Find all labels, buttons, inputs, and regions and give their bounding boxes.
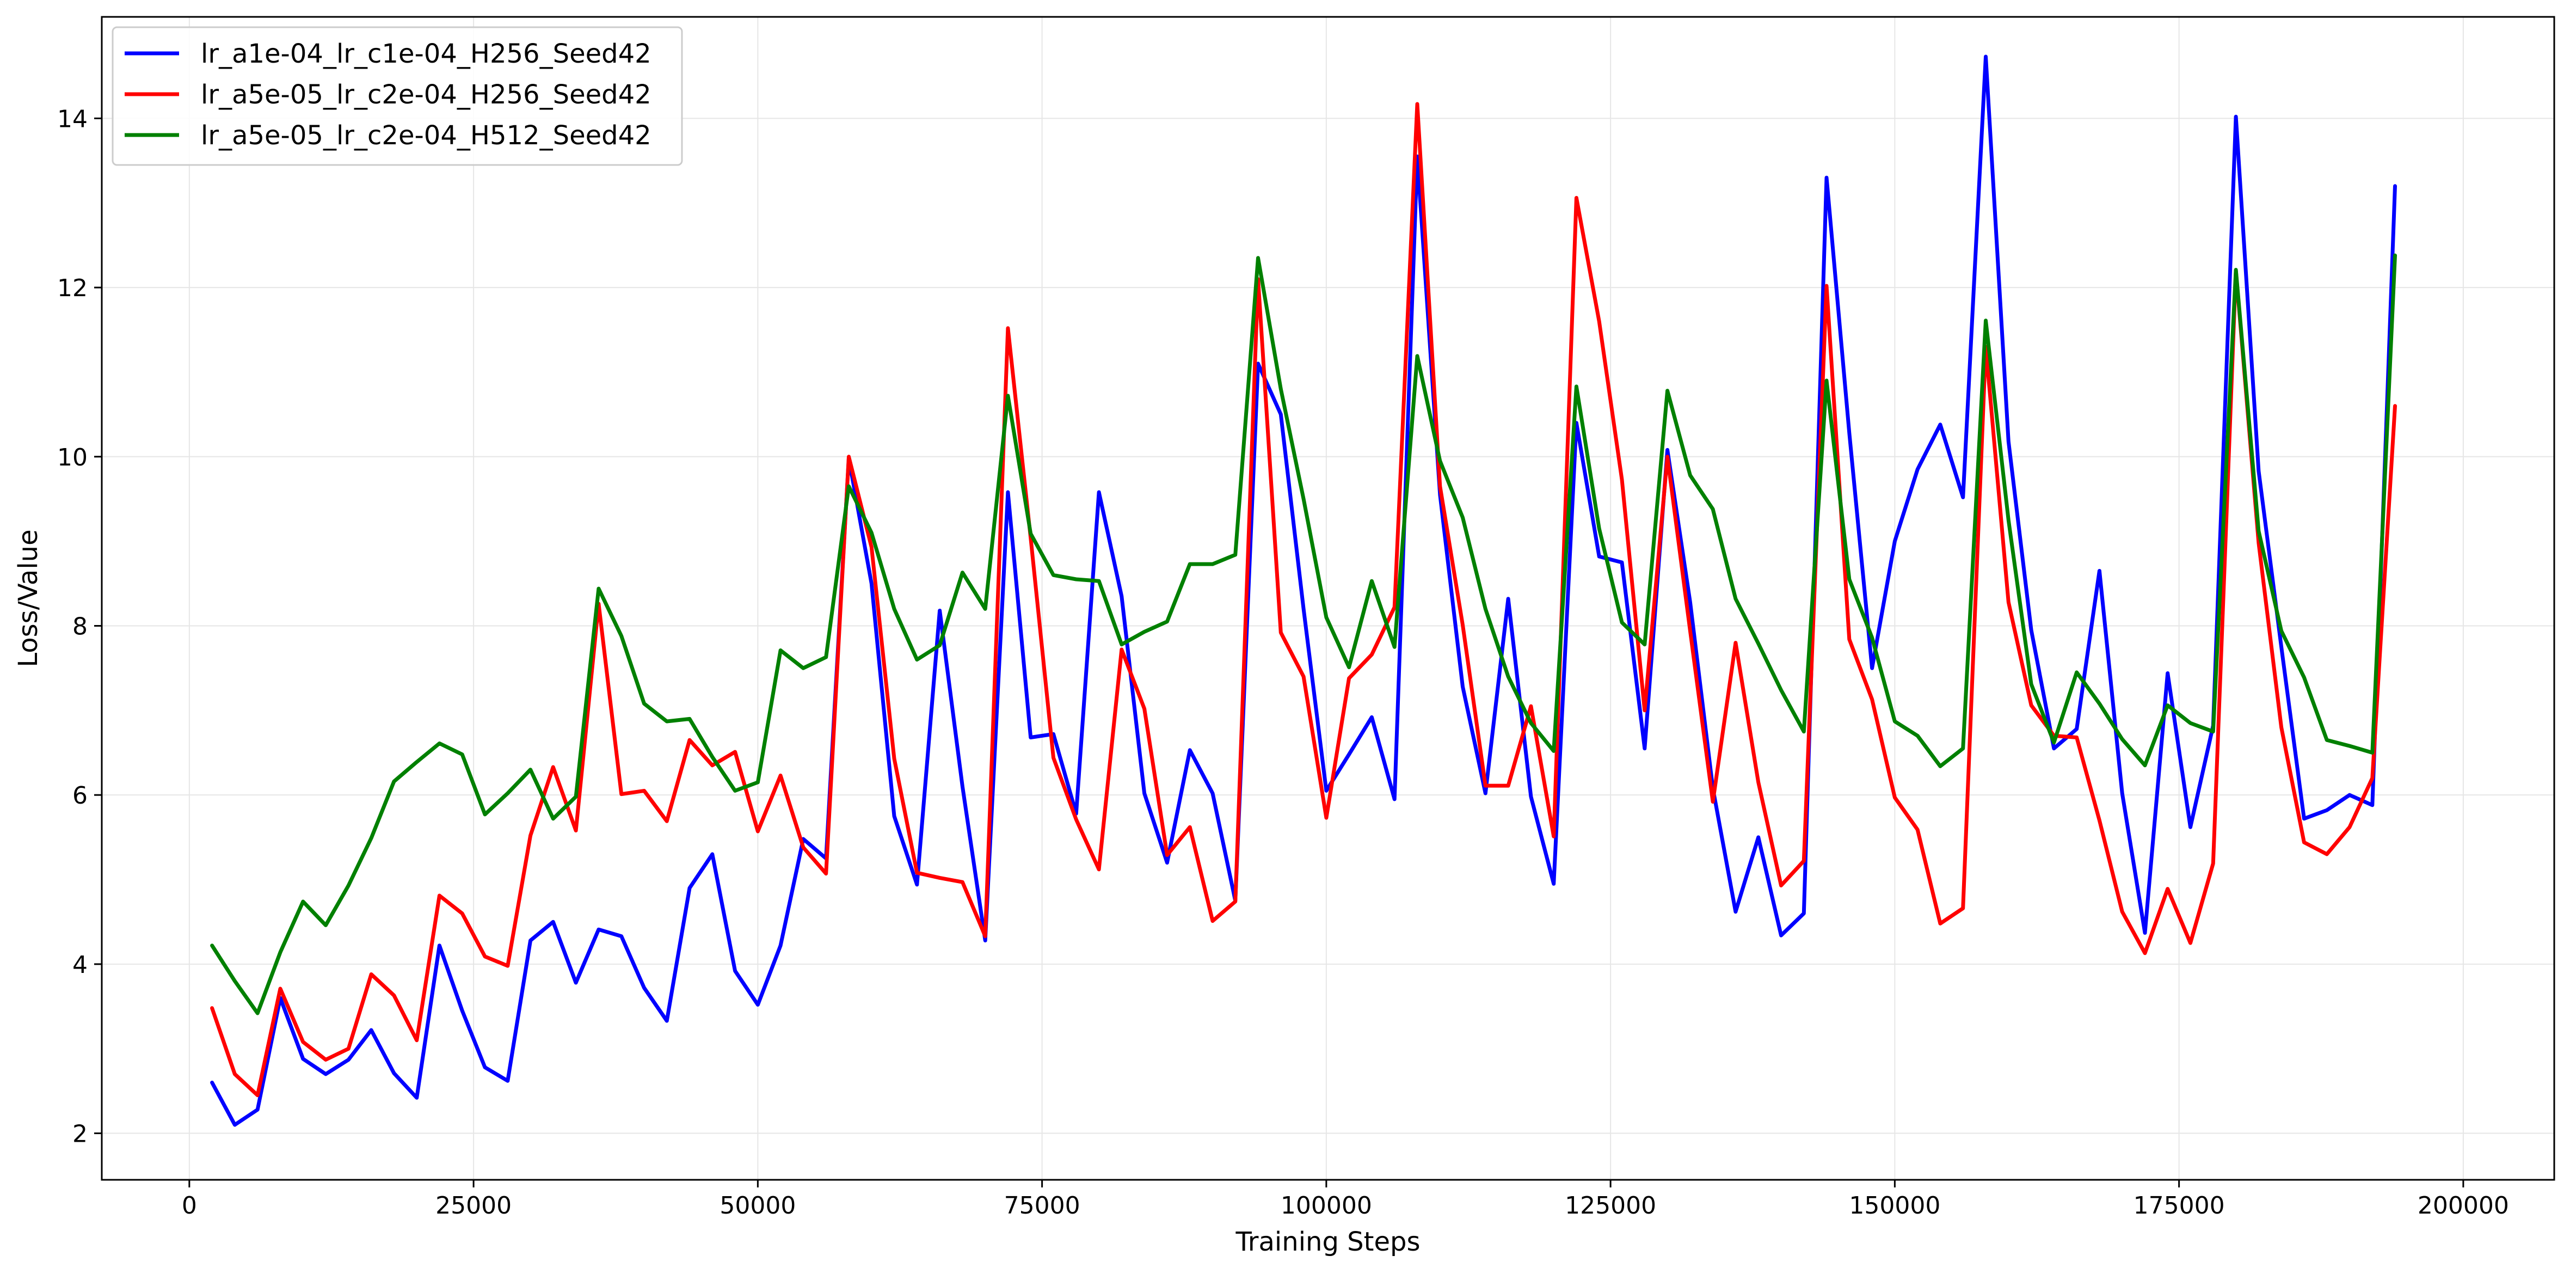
- y-tick-label: 2: [72, 1120, 88, 1148]
- x-tick-label: 125000: [1565, 1192, 1656, 1220]
- y-tick-label: 12: [57, 274, 88, 302]
- x-tick-label: 150000: [1849, 1192, 1940, 1220]
- legend-label: lr_a5e-05_lr_c2e-04_H256_Seed42: [201, 79, 651, 110]
- grid-lines: [102, 17, 2554, 1180]
- y-tick-label: 14: [57, 105, 88, 133]
- x-tick-label: 175000: [2134, 1192, 2225, 1220]
- y-tick-label: 6: [72, 782, 88, 810]
- legend-label: lr_a5e-05_lr_c2e-04_H512_Seed42: [201, 120, 651, 151]
- series-line-2: [210, 102, 2397, 1098]
- series-line-1: [210, 54, 2397, 1127]
- y-tick-label: 10: [57, 444, 88, 471]
- y-axis-title: Loss/Value: [13, 529, 44, 667]
- x-tick-label: 50000: [720, 1192, 796, 1220]
- x-tick-label: 0: [182, 1192, 197, 1220]
- x-axis-title: Training Steps: [1235, 1227, 1421, 1257]
- series-lines: [210, 54, 2397, 1127]
- legend-label: lr_a1e-04_lr_c1e-04_H256_Seed42: [201, 39, 651, 69]
- legend: lr_a1e-04_lr_c1e-04_H256_Seed42 lr_a5e-05…: [112, 26, 683, 166]
- x-tick-label: 25000: [435, 1192, 512, 1220]
- y-tick-label: 8: [72, 612, 88, 640]
- y-axis-ticks: 2 4 6 8 10 12 14: [57, 105, 102, 1148]
- x-tick-label: 100000: [1281, 1192, 1372, 1220]
- y-tick-label: 4: [72, 951, 88, 979]
- x-tick-label: 200000: [2418, 1192, 2509, 1220]
- legend-box: [112, 26, 683, 166]
- series-line-3: [210, 253, 2397, 1015]
- x-tick-label: 75000: [1004, 1192, 1080, 1220]
- x-axis-ticks: 0 25000 50000 75000 100000 125000 150000 175000…: [182, 1180, 2509, 1220]
- plot-frame: [101, 16, 2555, 1181]
